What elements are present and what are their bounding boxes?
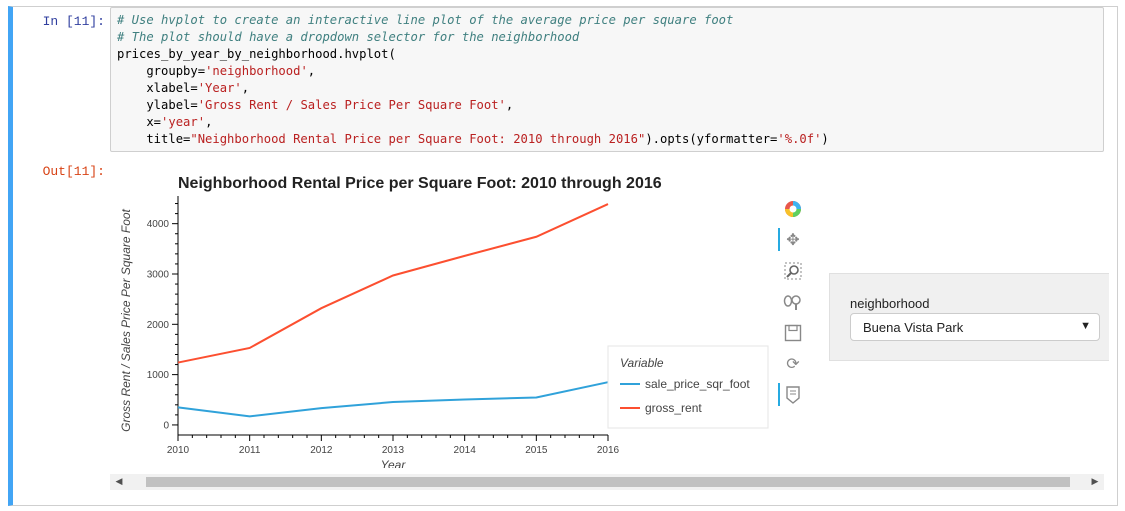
legend-title: Variable <box>620 356 664 370</box>
code-line: # The plot should have a dropdown select… <box>117 30 580 44</box>
neighborhood-select[interactable]: Buena Vista Park ▼ <box>850 313 1100 341</box>
box-zoom-icon[interactable] <box>780 257 806 284</box>
output-prompt: Out[11]: <box>42 164 105 179</box>
x-tick-label: 2012 <box>310 445 333 456</box>
x-tick-label: 2015 <box>525 445 548 456</box>
x-tick-label: 2010 <box>167 445 190 456</box>
code-editor[interactable]: # Use hvplot to create an interactive li… <box>110 7 1104 152</box>
scroll-left-icon[interactable]: ◀ <box>115 476 123 486</box>
scroll-right-icon[interactable]: ▶ <box>1091 476 1099 486</box>
y-tick-label: 1000 <box>147 370 170 381</box>
x-tick-label: 2013 <box>382 445 405 456</box>
pan-icon[interactable]: ✥ <box>778 226 806 253</box>
y-tick-label: 4000 <box>147 219 170 230</box>
code-line: x='year', <box>117 115 213 129</box>
code-line: # Use hvplot to create an interactive li… <box>117 13 734 27</box>
series-line-gross_rent[interactable] <box>177 203 609 364</box>
line-chart[interactable]: Neighborhood Rental Price per Square Foo… <box>110 168 780 472</box>
wheel-zoom-icon[interactable] <box>780 288 806 315</box>
y-axis-label: Gross Rent / Sales Price Per Square Foot <box>119 208 133 431</box>
code-line: ylabel='Gross Rent / Sales Price Per Squ… <box>117 98 514 112</box>
chart-title: Neighborhood Rental Price per Square Foo… <box>178 175 662 192</box>
x-tick-label: 2016 <box>597 445 620 456</box>
code-line: prices_by_year_by_neighborhood.hvplot( <box>117 47 396 61</box>
y-tick-label: 2000 <box>147 320 170 331</box>
plot-toolbar: ✥ ⟳ <box>778 195 806 412</box>
x-tick-label: 2014 <box>454 445 477 456</box>
bokeh-logo-icon[interactable] <box>780 195 806 222</box>
y-tick-label: 3000 <box>147 269 170 280</box>
reset-icon[interactable]: ⟳ <box>786 355 800 373</box>
legend: Variable sale_price_sqr_foot gross_rent <box>607 345 769 429</box>
series-line-sale_price_sqr_foot[interactable] <box>177 381 609 418</box>
legend-item-sale_price_sqr_foot[interactable]: sale_price_sqr_foot <box>645 377 750 391</box>
plot-area: Neighborhood Rental Price per Square Foo… <box>110 168 780 473</box>
hover-icon[interactable] <box>778 381 806 408</box>
save-icon[interactable] <box>780 319 806 346</box>
horizontal-scrollbar[interactable]: ◀ ▶ <box>110 474 1104 490</box>
legend-item-gross_rent[interactable]: gross_rent <box>645 401 702 415</box>
scrollbar-thumb[interactable] <box>146 477 1070 487</box>
widget-label: neighborhood <box>850 296 930 311</box>
chevron-down-icon: ▼ <box>1080 320 1091 332</box>
code-line: title="Neighborhood Rental Price per Squ… <box>117 132 829 146</box>
code-line: xlabel='Year', <box>117 81 250 95</box>
code-line: groupby='neighborhood', <box>117 64 316 78</box>
y-tick-label: 0 <box>163 420 169 431</box>
selected-value: Buena Vista Park <box>863 320 964 335</box>
legend-box <box>607 345 769 429</box>
neighborhood-widget: neighborhood Buena Vista Park ▼ <box>829 273 1109 361</box>
x-axis-label: Year <box>381 458 407 468</box>
input-prompt: In [11]: <box>42 14 105 29</box>
x-tick-label: 2011 <box>239 445 261 456</box>
